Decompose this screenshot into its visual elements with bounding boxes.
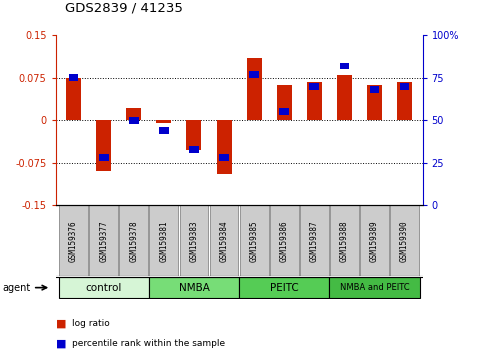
Bar	[279, 108, 289, 115]
Bar	[249, 71, 259, 78]
Bar	[337, 75, 352, 120]
Bar	[270, 205, 298, 276]
Bar	[367, 85, 382, 120]
Bar	[189, 146, 199, 153]
Bar	[69, 74, 79, 81]
Bar	[216, 120, 231, 174]
Text: ■: ■	[56, 338, 66, 348]
Text: GSM159377: GSM159377	[99, 220, 108, 262]
Bar	[186, 120, 201, 150]
Bar	[390, 205, 419, 276]
Bar	[360, 205, 389, 276]
Bar	[58, 277, 149, 298]
Text: log ratio: log ratio	[72, 319, 110, 329]
Bar	[210, 205, 239, 276]
Bar	[340, 63, 349, 69]
Bar	[180, 205, 208, 276]
Bar	[397, 82, 412, 120]
Text: control: control	[85, 282, 122, 293]
Bar	[247, 58, 262, 120]
Bar	[240, 205, 269, 276]
Bar	[156, 120, 171, 123]
Text: GSM159387: GSM159387	[310, 220, 319, 262]
Bar	[330, 205, 359, 276]
Bar	[300, 205, 329, 276]
Text: GSM159386: GSM159386	[280, 220, 289, 262]
Bar	[66, 78, 81, 120]
Text: GSM159385: GSM159385	[250, 220, 258, 262]
Bar	[159, 127, 169, 134]
Bar	[149, 205, 178, 276]
Text: NMBA: NMBA	[179, 282, 210, 293]
Bar	[96, 120, 111, 171]
Text: percentile rank within the sample: percentile rank within the sample	[72, 339, 226, 348]
Text: GSM159376: GSM159376	[69, 220, 78, 262]
Text: NMBA and PEITC: NMBA and PEITC	[340, 283, 409, 292]
Bar	[149, 277, 239, 298]
Text: ■: ■	[56, 319, 66, 329]
Text: GSM159390: GSM159390	[400, 220, 409, 262]
Bar	[129, 117, 139, 124]
Bar	[219, 154, 229, 161]
Text: GSM159378: GSM159378	[129, 220, 138, 262]
Bar	[277, 85, 292, 120]
Bar	[400, 83, 410, 90]
Text: GSM159389: GSM159389	[370, 220, 379, 262]
Text: GSM159381: GSM159381	[159, 220, 169, 262]
Bar	[307, 82, 322, 120]
Bar	[369, 86, 379, 93]
Text: PEITC: PEITC	[270, 282, 298, 293]
Text: GSM159383: GSM159383	[189, 220, 199, 262]
Bar	[89, 205, 118, 276]
Bar	[59, 205, 88, 276]
Bar	[119, 205, 148, 276]
Bar	[239, 277, 329, 298]
Bar	[99, 154, 109, 161]
Text: GSM159388: GSM159388	[340, 220, 349, 262]
Text: GSM159384: GSM159384	[220, 220, 228, 262]
Text: agent: agent	[2, 282, 30, 293]
Bar	[126, 108, 142, 120]
Bar	[310, 83, 319, 90]
Text: GDS2839 / 41235: GDS2839 / 41235	[65, 1, 183, 14]
Bar	[329, 277, 420, 298]
